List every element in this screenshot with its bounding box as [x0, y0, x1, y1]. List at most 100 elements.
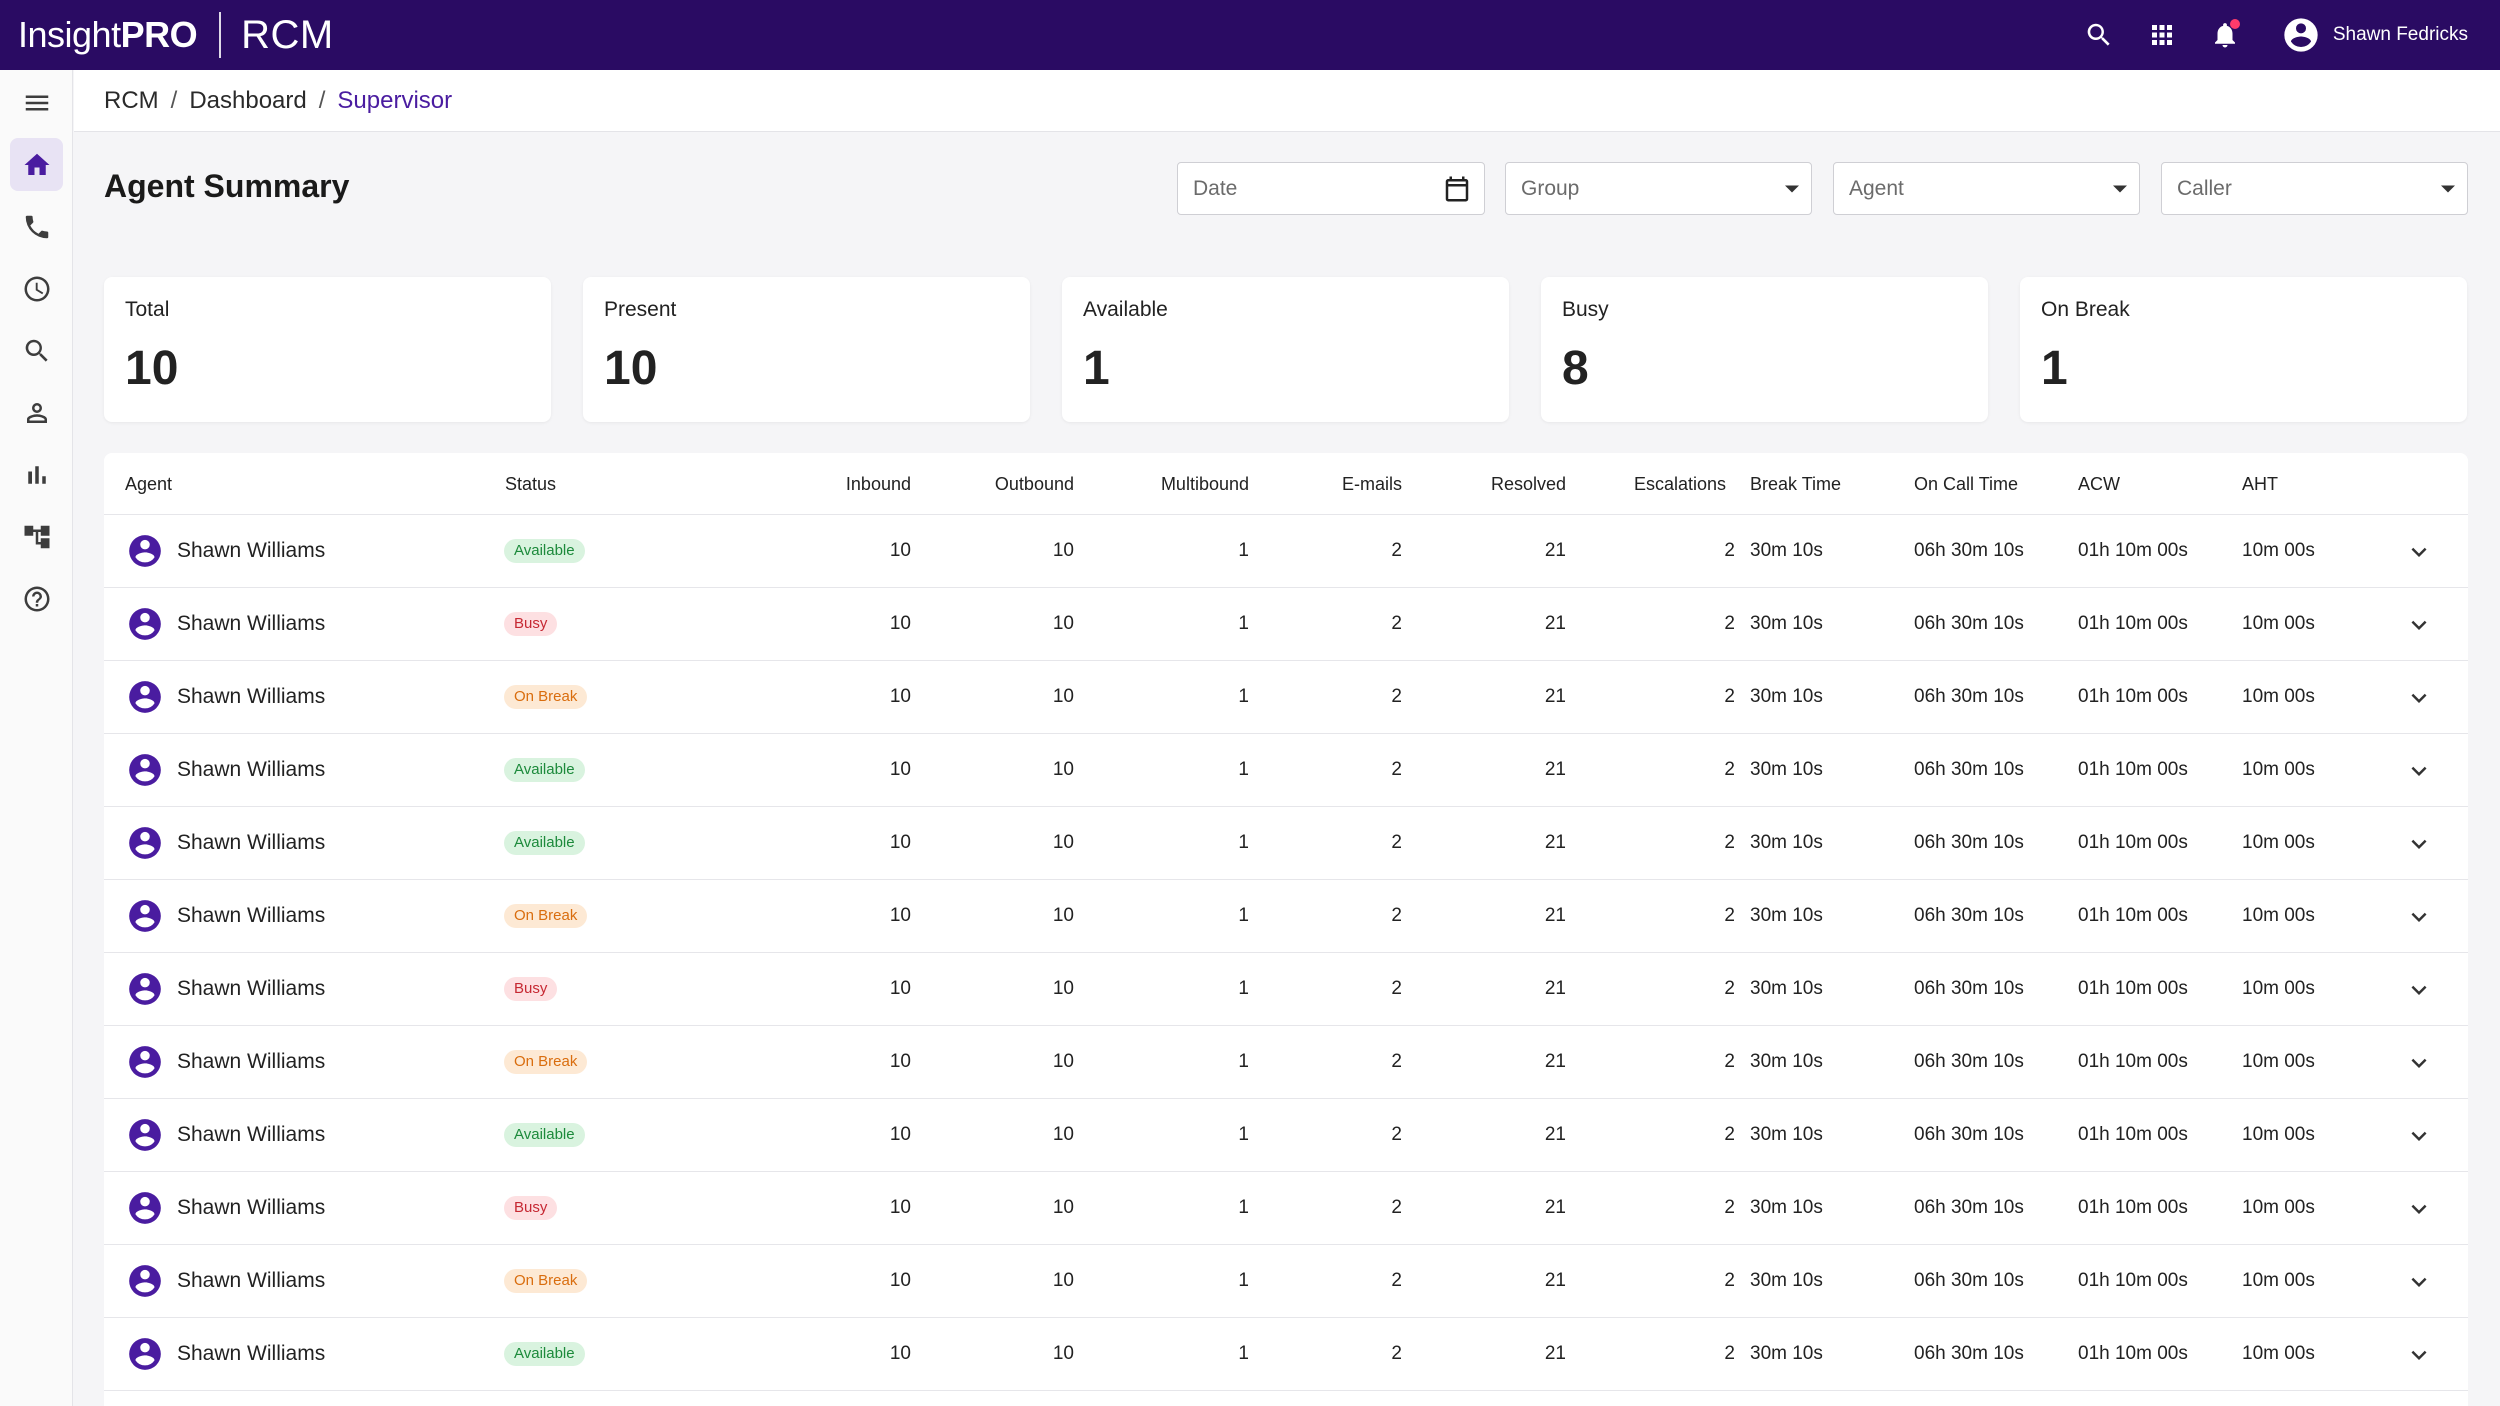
status-badge: Available: [504, 1342, 585, 1366]
expand-row-chevron-icon[interactable]: [2404, 537, 2434, 567]
multibound-value: 1: [1238, 759, 1249, 780]
aht-value: 10m 00s: [2242, 540, 2315, 561]
col-on-call-time[interactable]: On Call Time: [1914, 474, 2019, 494]
table-row[interactable]: Shawn Williams Available 10 10 1 2 21 2 …: [104, 807, 2468, 880]
col-escalations[interactable]: Escalations: [1634, 474, 1727, 494]
table-row[interactable]: Shawn Williams Busy 10 10 1 2 21 2 30m 1…: [104, 1172, 2468, 1245]
agent-select[interactable]: Agent: [1833, 162, 2140, 215]
aht-value: 10m 00s: [2242, 1270, 2315, 1291]
inbound-value: 10: [889, 1124, 911, 1145]
col-aht[interactable]: AHT: [2242, 474, 2278, 494]
phone-icon[interactable]: [10, 200, 63, 253]
table-header: Agent Status Inbound Outbound Multibound…: [104, 453, 2468, 515]
caller-select[interactable]: Caller: [2161, 162, 2468, 215]
breadcrumb-separator: /: [318, 86, 326, 114]
chevron-down-icon: [2113, 185, 2127, 192]
break-time-value: 30m 10s: [1750, 1343, 1823, 1364]
calendar-icon[interactable]: [1442, 174, 1472, 204]
apps-grid-icon[interactable]: [2144, 17, 2180, 53]
expand-row-chevron-icon[interactable]: [2404, 1121, 2434, 1151]
escalations-value: 2: [1724, 832, 1735, 853]
table-row[interactable]: Shawn Williams On Break 10 10 1 2 21 2 3…: [104, 1026, 2468, 1099]
table-row[interactable]: Shawn Williams Busy 10 10 1 2 21 2 30m 1…: [104, 588, 2468, 661]
table-row[interactable]: Shawn Williams On Break 10 10 1 2 21 2 3…: [104, 661, 2468, 734]
expand-row-chevron-icon[interactable]: [2404, 975, 2434, 1005]
user-menu[interactable]: Shawn Fedricks: [2281, 15, 2468, 55]
expand-row-chevron-icon[interactable]: [2404, 1340, 2434, 1370]
table-row[interactable]: Shawn Williams Available 10 10 1 2 21 2 …: [104, 1318, 2468, 1391]
expand-row-chevron-icon[interactable]: [2404, 683, 2434, 713]
table-row[interactable]: Shawn Williams On Break 10 10 1 2 21 2 3…: [104, 880, 2468, 953]
expand-row-chevron-icon[interactable]: [2404, 902, 2434, 932]
expand-row-chevron-icon[interactable]: [2404, 1048, 2434, 1078]
multibound-value: 1: [1238, 1124, 1249, 1145]
table-row[interactable]: Shawn Williams Available 10 10 1 2 21 2 …: [104, 515, 2468, 588]
multibound-value: 1: [1238, 832, 1249, 853]
expand-row-chevron-icon[interactable]: [2404, 756, 2434, 786]
aht-value: 10m 00s: [2242, 832, 2315, 853]
escalations-value: 2: [1724, 1270, 1735, 1291]
notifications-bell-icon[interactable]: [2207, 17, 2243, 53]
brand[interactable]: InsightPRO RCM: [0, 0, 334, 70]
home-icon[interactable]: [10, 138, 63, 191]
on-call-time-value: 06h 30m 10s: [1914, 613, 2024, 634]
emails-value: 2: [1391, 1270, 1402, 1291]
resolved-value: 21: [1544, 1343, 1566, 1364]
col-break-time[interactable]: Break Time: [1750, 474, 1842, 494]
col-acw[interactable]: ACW: [2078, 474, 2120, 494]
multibound-value: 1: [1238, 1051, 1249, 1072]
expand-row-chevron-icon[interactable]: [2404, 1267, 2434, 1297]
col-agent[interactable]: Agent: [125, 474, 173, 494]
escalations-value: 2: [1724, 978, 1735, 999]
emails-value: 2: [1391, 613, 1402, 634]
help-icon[interactable]: [10, 572, 63, 625]
agent-avatar-icon: [126, 1335, 164, 1373]
col-resolved[interactable]: Resolved: [1490, 474, 1566, 494]
menu-icon[interactable]: [10, 76, 63, 129]
col-status[interactable]: Status: [505, 474, 557, 494]
group-select[interactable]: Group: [1505, 162, 1812, 215]
hierarchy-icon[interactable]: [10, 510, 63, 563]
on-call-time-value: 06h 30m 10s: [1914, 1051, 2024, 1072]
break-time-value: 30m 10s: [1750, 832, 1823, 853]
acw-value: 01h 10m 00s: [2078, 759, 2188, 780]
expand-row-chevron-icon[interactable]: [2404, 829, 2434, 859]
emails-value: 2: [1391, 978, 1402, 999]
bar-chart-icon[interactable]: [10, 448, 63, 501]
on-call-time-value: 06h 30m 10s: [1914, 1197, 2024, 1218]
multibound-value: 1: [1238, 613, 1249, 634]
status-badge: Busy: [504, 1196, 558, 1220]
chevron-down-icon: [2441, 185, 2455, 192]
col-inbound[interactable]: Inbound: [845, 474, 911, 494]
date-picker[interactable]: Date: [1177, 162, 1485, 215]
stat-label: On Break: [2041, 298, 2130, 321]
chevron-down-icon: [1785, 185, 1799, 192]
table-row[interactable]: Shawn Williams On Break 10 10 1 2 21 2 3…: [104, 1245, 2468, 1318]
col-outbound[interactable]: Outbound: [994, 474, 1074, 494]
stat-value: 1: [1083, 342, 1110, 395]
breadcrumb-dashboard[interactable]: Dashboard: [189, 86, 307, 114]
caller-placeholder: Caller: [2177, 176, 2232, 200]
table-row[interactable]: Shawn Williams Available 10 10 1 2 21 2 …: [104, 734, 2468, 807]
multibound-value: 1: [1238, 978, 1249, 999]
table-row[interactable]: Shawn Williams Busy 10 10 1 2 21 2 30m 1…: [104, 953, 2468, 1026]
resolved-value: 21: [1544, 759, 1566, 780]
aht-value: 10m 00s: [2242, 978, 2315, 999]
stat-value: 1: [2041, 342, 2068, 395]
clock-icon[interactable]: [10, 262, 63, 315]
page-title: Agent Summary: [104, 168, 350, 204]
break-time-value: 30m 10s: [1750, 759, 1823, 780]
acw-value: 01h 10m 00s: [2078, 1197, 2188, 1218]
search-icon[interactable]: [2081, 17, 2117, 53]
table-row[interactable]: Shawn Williams Available 10 10 1 2 21 2 …: [104, 1099, 2468, 1172]
acw-value: 01h 10m 00s: [2078, 540, 2188, 561]
expand-row-chevron-icon[interactable]: [2404, 610, 2434, 640]
expand-row-chevron-icon[interactable]: [2404, 1194, 2434, 1224]
col-multibound[interactable]: Multibound: [1160, 474, 1249, 494]
col-emails[interactable]: E-mails: [1341, 474, 1402, 494]
agent-name: Shawn Williams: [177, 1196, 326, 1219]
search-icon[interactable]: [10, 324, 63, 377]
agent-placeholder: Agent: [1849, 176, 1904, 200]
breadcrumb-rcm[interactable]: RCM: [104, 86, 159, 114]
person-icon[interactable]: [10, 386, 63, 439]
